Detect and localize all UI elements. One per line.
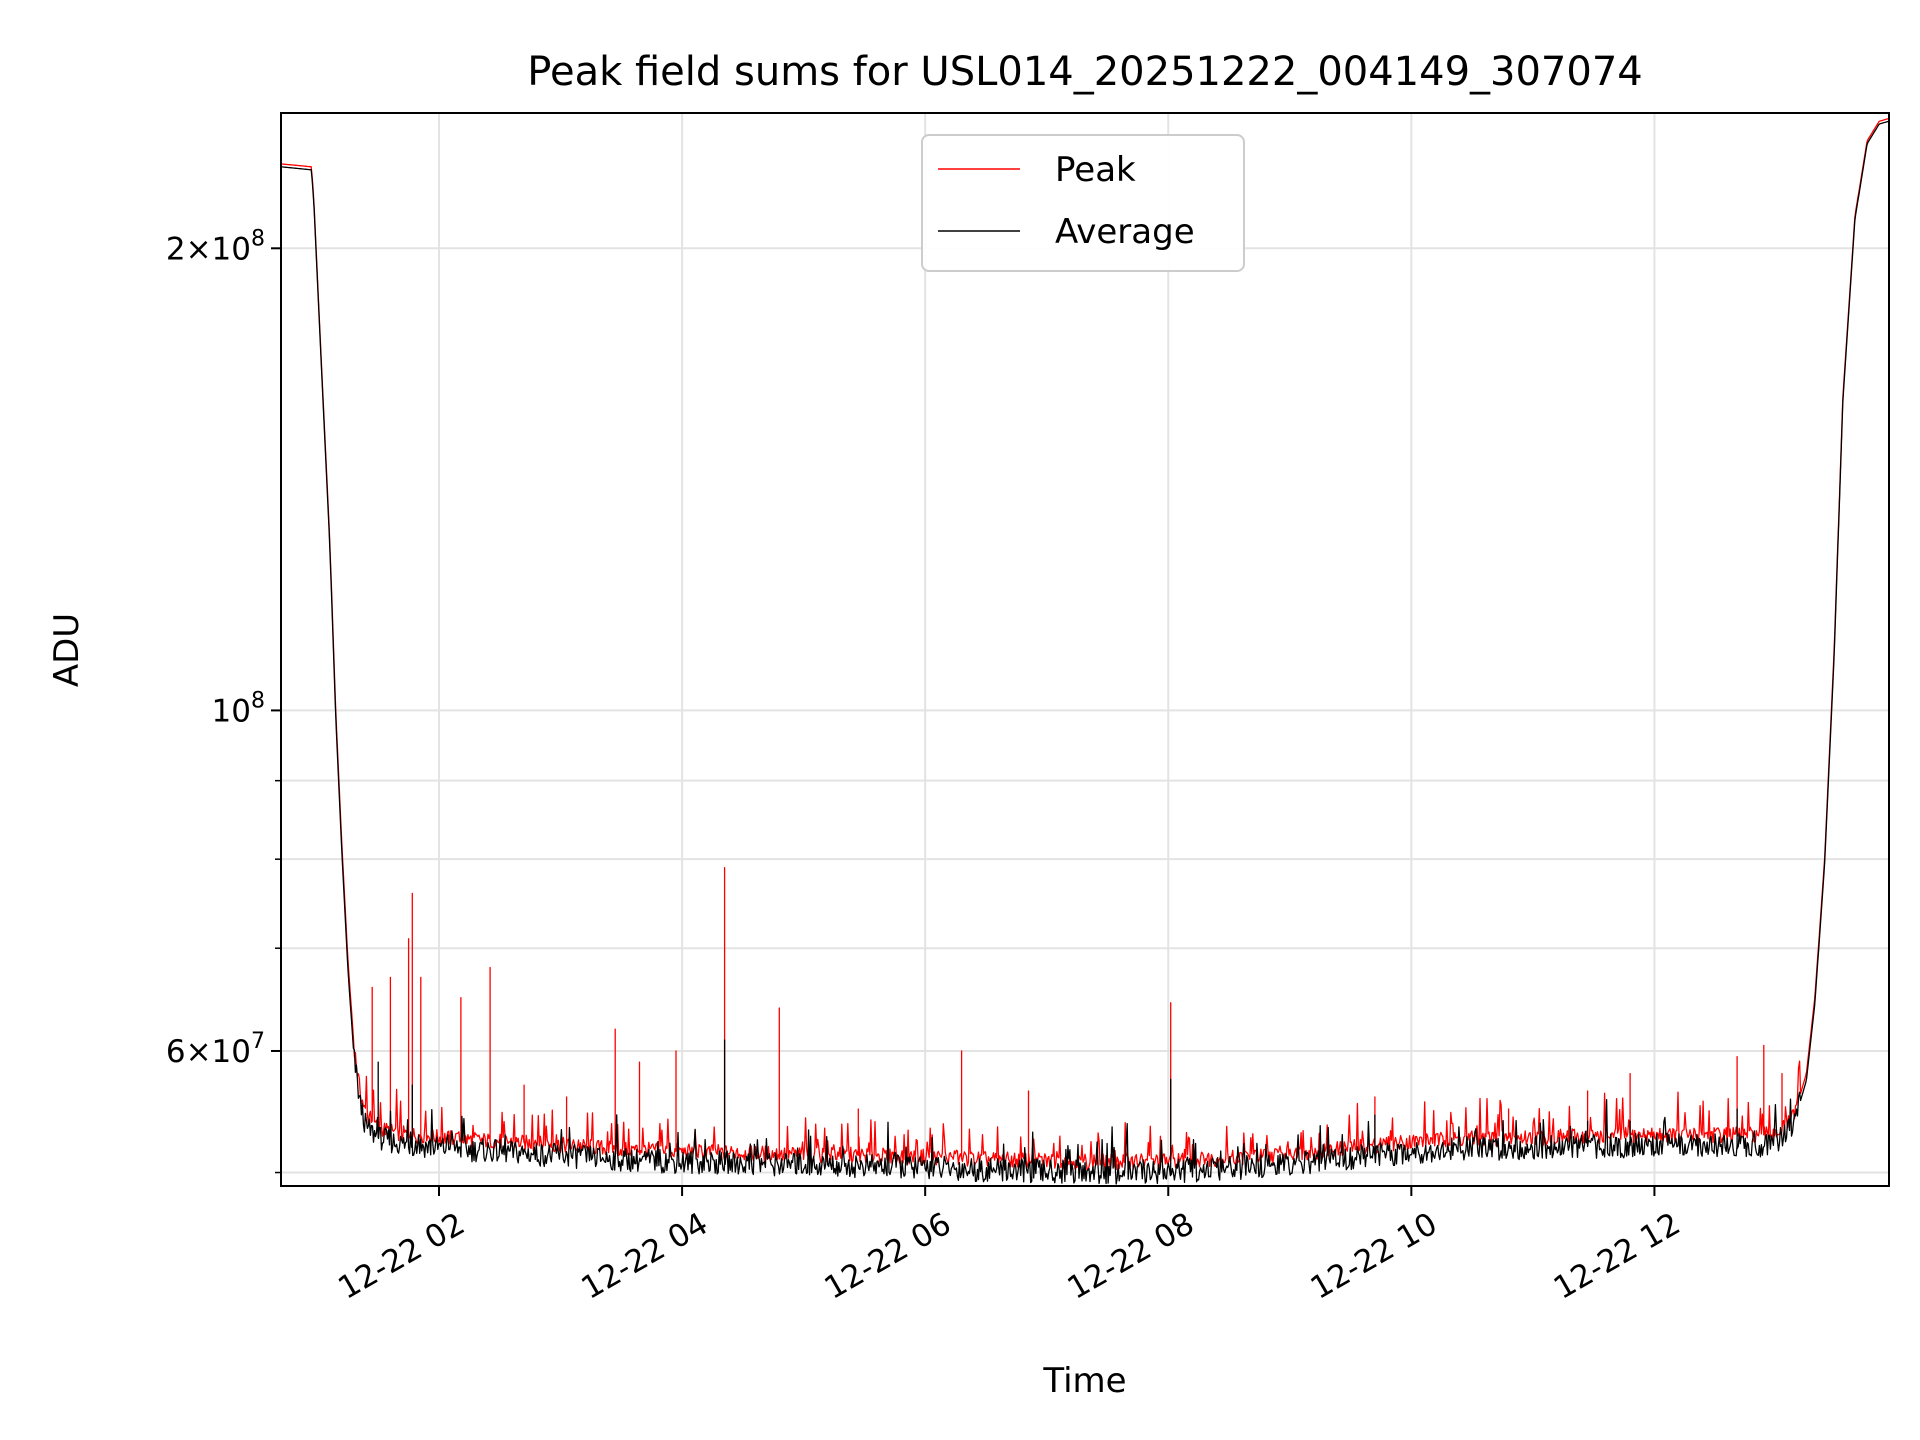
plot-area-frame bbox=[280, 112, 1890, 1187]
chart-title: Peak field sums for USL014_20251222_0041… bbox=[527, 49, 1642, 95]
series-line-average bbox=[280, 120, 1890, 1185]
series-group bbox=[280, 117, 1890, 1185]
legend-peak-label: Peak bbox=[1055, 150, 1136, 190]
legend: Peak Average bbox=[921, 134, 1245, 272]
y-tick-label: 2×108 bbox=[166, 226, 265, 267]
legend-average-label: Average bbox=[1055, 212, 1195, 252]
x-axis-label: Time bbox=[1042, 1361, 1126, 1401]
series-line-peak bbox=[280, 117, 1890, 1171]
y-tick-label: 6×107 bbox=[166, 1029, 265, 1070]
grid-lines bbox=[281, 113, 1889, 1186]
y-axis-label: ADU bbox=[47, 613, 87, 687]
